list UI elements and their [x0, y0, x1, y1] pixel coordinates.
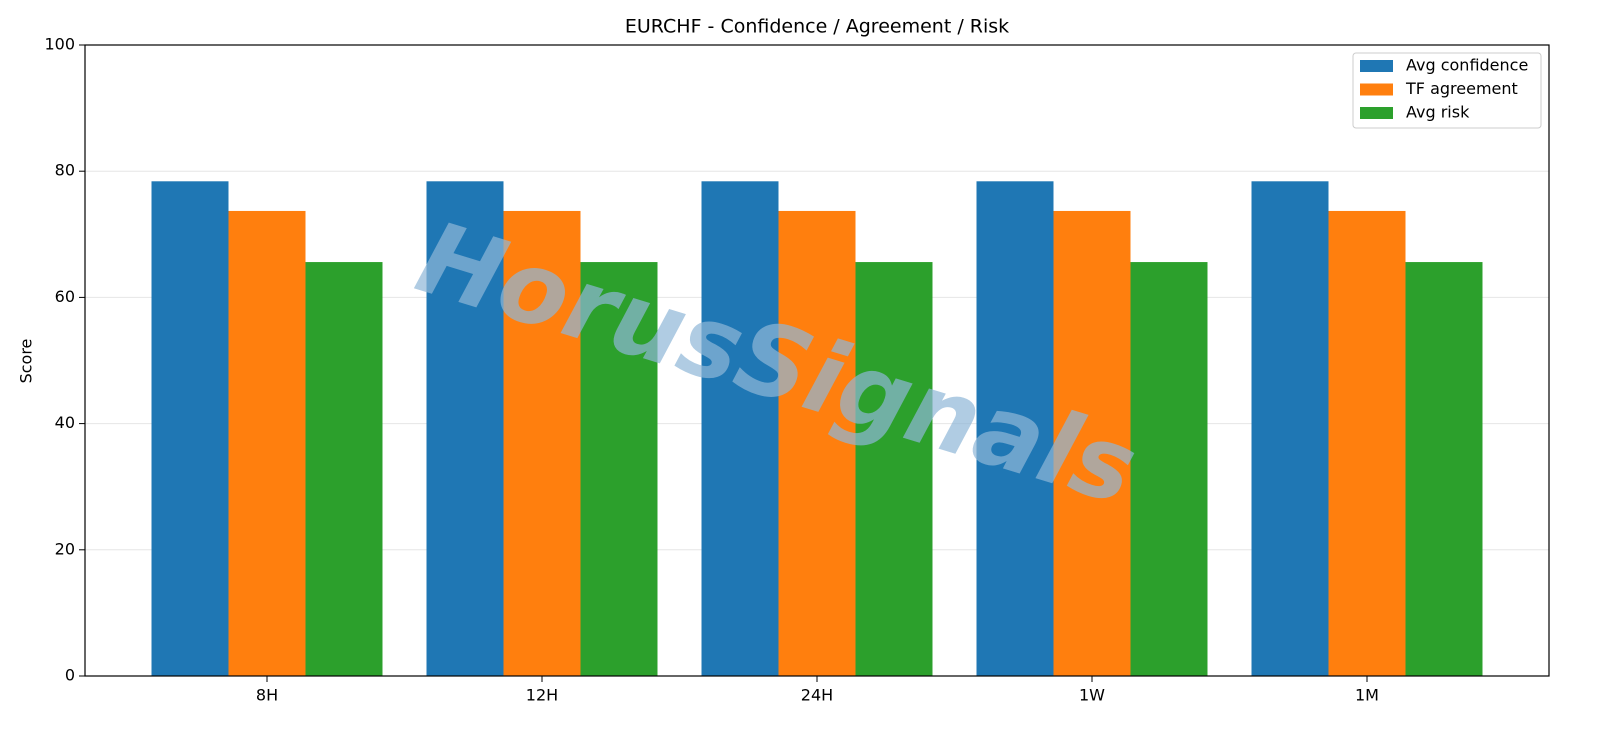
bar [1130, 262, 1208, 676]
x-tick-label: 1M [1355, 686, 1379, 705]
bar [1053, 210, 1131, 676]
y-tick-label: 60 [55, 287, 75, 306]
legend-swatch [1360, 83, 1393, 96]
legend-swatch [1360, 60, 1393, 72]
y-axis-label: Score [17, 339, 36, 384]
legend-box [1352, 52, 1542, 129]
y-tick-label: 40 [55, 413, 75, 432]
y-tick-label: 100 [44, 35, 75, 54]
x-tick-label: 1W [1079, 686, 1105, 705]
bar [228, 210, 306, 676]
bar [1251, 181, 1329, 676]
legend-swatch [1360, 107, 1393, 119]
y-tick-label: 80 [55, 161, 75, 180]
bar [976, 181, 1054, 676]
bar [778, 210, 856, 676]
y-tick-label: 20 [55, 539, 75, 558]
bar [1405, 262, 1483, 676]
legend-label: TF agreement [1405, 79, 1518, 98]
bar [580, 262, 658, 676]
chart-title: EURCHF - Confidence / Agreement / Risk [625, 16, 1009, 38]
legend-label: Avg risk [1406, 103, 1470, 122]
x-tick-label: 24H [801, 686, 833, 705]
x-tick-label: 8H [256, 686, 278, 705]
bar [426, 181, 504, 676]
bar [503, 210, 581, 676]
bar [151, 181, 229, 676]
bar [855, 262, 933, 676]
legend-label: Avg confidence [1406, 56, 1528, 75]
y-tick-label: 0 [65, 666, 75, 685]
bar [1328, 210, 1406, 676]
legend: Avg confidence TF agreement Avg risk [1352, 52, 1542, 129]
plot-frame [84, 44, 1550, 677]
bar [305, 262, 383, 676]
x-tick-label: 12H [526, 686, 558, 705]
bar [701, 181, 779, 676]
